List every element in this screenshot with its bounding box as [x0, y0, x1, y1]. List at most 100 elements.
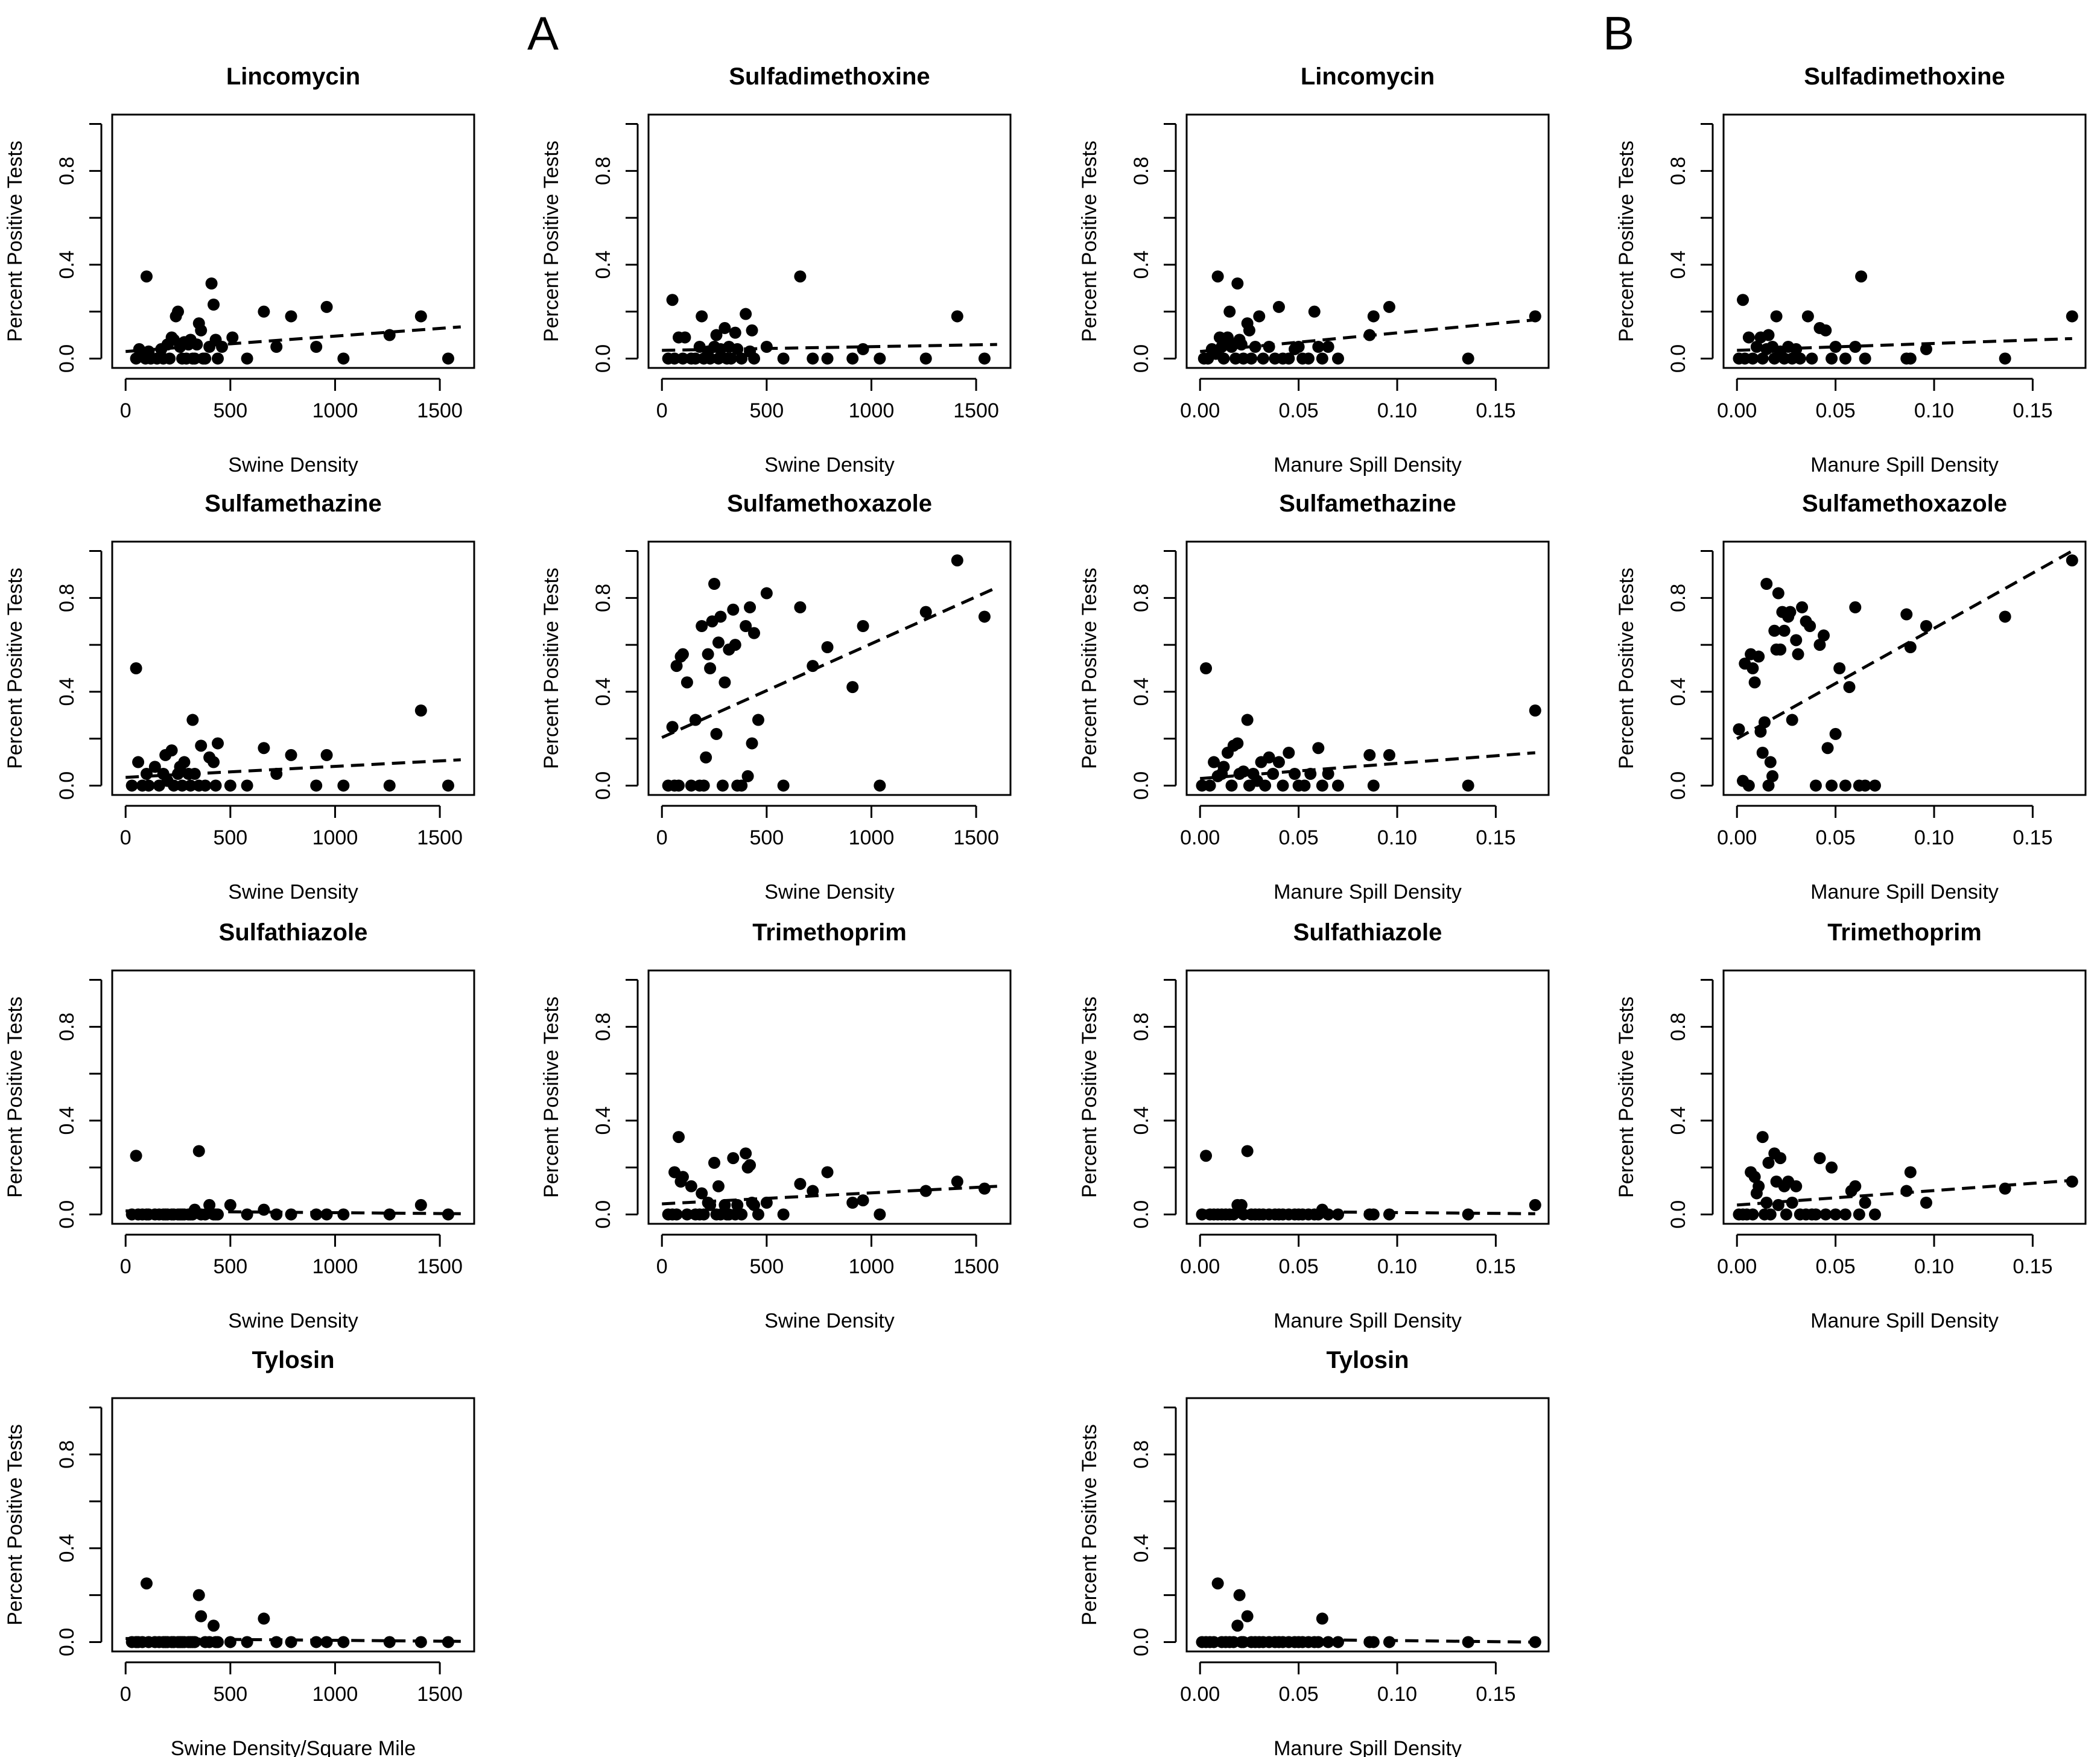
data-point — [794, 270, 807, 283]
x-tick-label: 0 — [120, 399, 132, 422]
data-point — [1529, 704, 1541, 717]
data-point — [807, 1185, 819, 1197]
data-point — [414, 310, 427, 323]
data-point — [270, 341, 283, 353]
x-tick-label: 0.00 — [1717, 399, 1757, 422]
data-point — [874, 352, 886, 365]
data-point — [846, 1197, 859, 1209]
data-point — [212, 352, 224, 365]
data-point — [1760, 1197, 1773, 1209]
x-axis-label: Manure Spill Density — [1274, 1309, 1462, 1332]
x-tick-label: 500 — [749, 1255, 784, 1278]
data-point — [1742, 331, 1755, 344]
data-point — [212, 1636, 224, 1648]
data-point — [727, 603, 740, 616]
data-point — [679, 331, 691, 344]
data-point — [846, 352, 859, 365]
data-point — [1298, 779, 1311, 792]
y-tick-label: 0.4 — [1130, 677, 1153, 706]
data-point — [978, 1182, 991, 1195]
y-axis-label: Percent Positive Tests — [540, 141, 563, 342]
plot-title: Sulfamethoxazole — [1802, 490, 2007, 517]
y-axis-label: Percent Positive Tests — [4, 996, 27, 1198]
data-point — [719, 676, 731, 689]
data-point — [807, 352, 819, 365]
y-axis-label: Percent Positive Tests — [1078, 568, 1101, 769]
data-point — [1758, 716, 1771, 729]
data-point — [1235, 338, 1248, 351]
data-point — [1383, 1208, 1395, 1221]
data-point — [285, 1208, 297, 1221]
data-point — [1849, 1180, 1862, 1192]
data-point — [716, 779, 729, 792]
y-tick-label: 0.4 — [1667, 1106, 1690, 1135]
x-axis-label: Swine Density — [228, 1309, 358, 1332]
data-point — [1217, 352, 1230, 365]
data-point — [320, 749, 333, 761]
y-axis-label: Percent Positive Tests — [4, 568, 27, 769]
data-point — [1760, 578, 1773, 590]
data-point — [1231, 737, 1244, 750]
data-point — [760, 587, 773, 600]
x-tick-label: 0.05 — [1816, 1255, 1856, 1278]
plot-title: Sulfathiazole — [219, 919, 368, 946]
data-point — [670, 1208, 683, 1221]
data-point — [1786, 1197, 1798, 1209]
data-point — [1999, 1182, 2011, 1195]
data-point — [1756, 747, 1769, 759]
data-point — [1263, 341, 1275, 353]
data-point — [1868, 779, 1881, 792]
data-point — [1237, 765, 1250, 778]
data-point — [142, 779, 155, 792]
data-point — [226, 331, 239, 344]
data-point — [165, 744, 178, 757]
data-point — [874, 779, 886, 792]
x-tick-label: 500 — [749, 826, 784, 849]
x-tick-label: 1000 — [312, 826, 358, 849]
data-point — [1462, 1636, 1474, 1648]
data-point — [1235, 1198, 1248, 1211]
data-point — [821, 352, 834, 365]
data-point — [1813, 639, 1826, 651]
data-point — [777, 1208, 790, 1221]
plot-frame — [647, 113, 1012, 369]
data-point — [673, 779, 685, 792]
data-point — [1283, 747, 1295, 759]
data-point — [857, 343, 869, 355]
scatter-plot-11: Sulfathiazole 0.00 0.05 0.10 0.15 Manure Spil… — [1078, 919, 1550, 1332]
data-point — [1829, 1208, 1842, 1221]
data-point — [1790, 343, 1803, 355]
data-point — [241, 1636, 253, 1648]
y-axis-label: Percent Positive Tests — [4, 141, 27, 342]
data-point — [712, 636, 725, 649]
data-point — [708, 1156, 721, 1169]
data-point — [697, 779, 710, 792]
data-point — [414, 1198, 427, 1211]
x-axis-label: Manure Spill Density — [1810, 454, 1999, 476]
data-point — [1302, 352, 1315, 365]
data-point — [1768, 624, 1781, 637]
data-point — [1253, 310, 1266, 323]
data-point — [188, 352, 201, 365]
data-point — [1780, 1208, 1792, 1221]
data-point — [1772, 587, 1784, 600]
x-tick-label: 0.15 — [1476, 399, 1515, 422]
data-point — [224, 1198, 236, 1211]
data-point — [1211, 1577, 1224, 1590]
data-point — [1756, 352, 1769, 365]
data-point — [1855, 270, 1868, 283]
data-point — [1778, 624, 1791, 637]
x-tick-label: 0.00 — [1717, 1255, 1757, 1278]
x-tick-label: 1500 — [953, 1255, 999, 1278]
data-point — [697, 1208, 710, 1221]
data-point — [140, 1577, 153, 1590]
data-point — [744, 1159, 757, 1171]
data-point — [241, 1208, 253, 1221]
x-axis-label: Swine Density/Square Mile — [171, 1737, 416, 1757]
x-axis-label: Swine Density — [764, 454, 894, 476]
data-point — [1277, 779, 1289, 792]
data-point — [668, 352, 681, 365]
y-tick-label: 0.0 — [1667, 344, 1690, 373]
data-point — [1849, 341, 1862, 353]
y-tick-label: 0.8 — [592, 157, 615, 185]
